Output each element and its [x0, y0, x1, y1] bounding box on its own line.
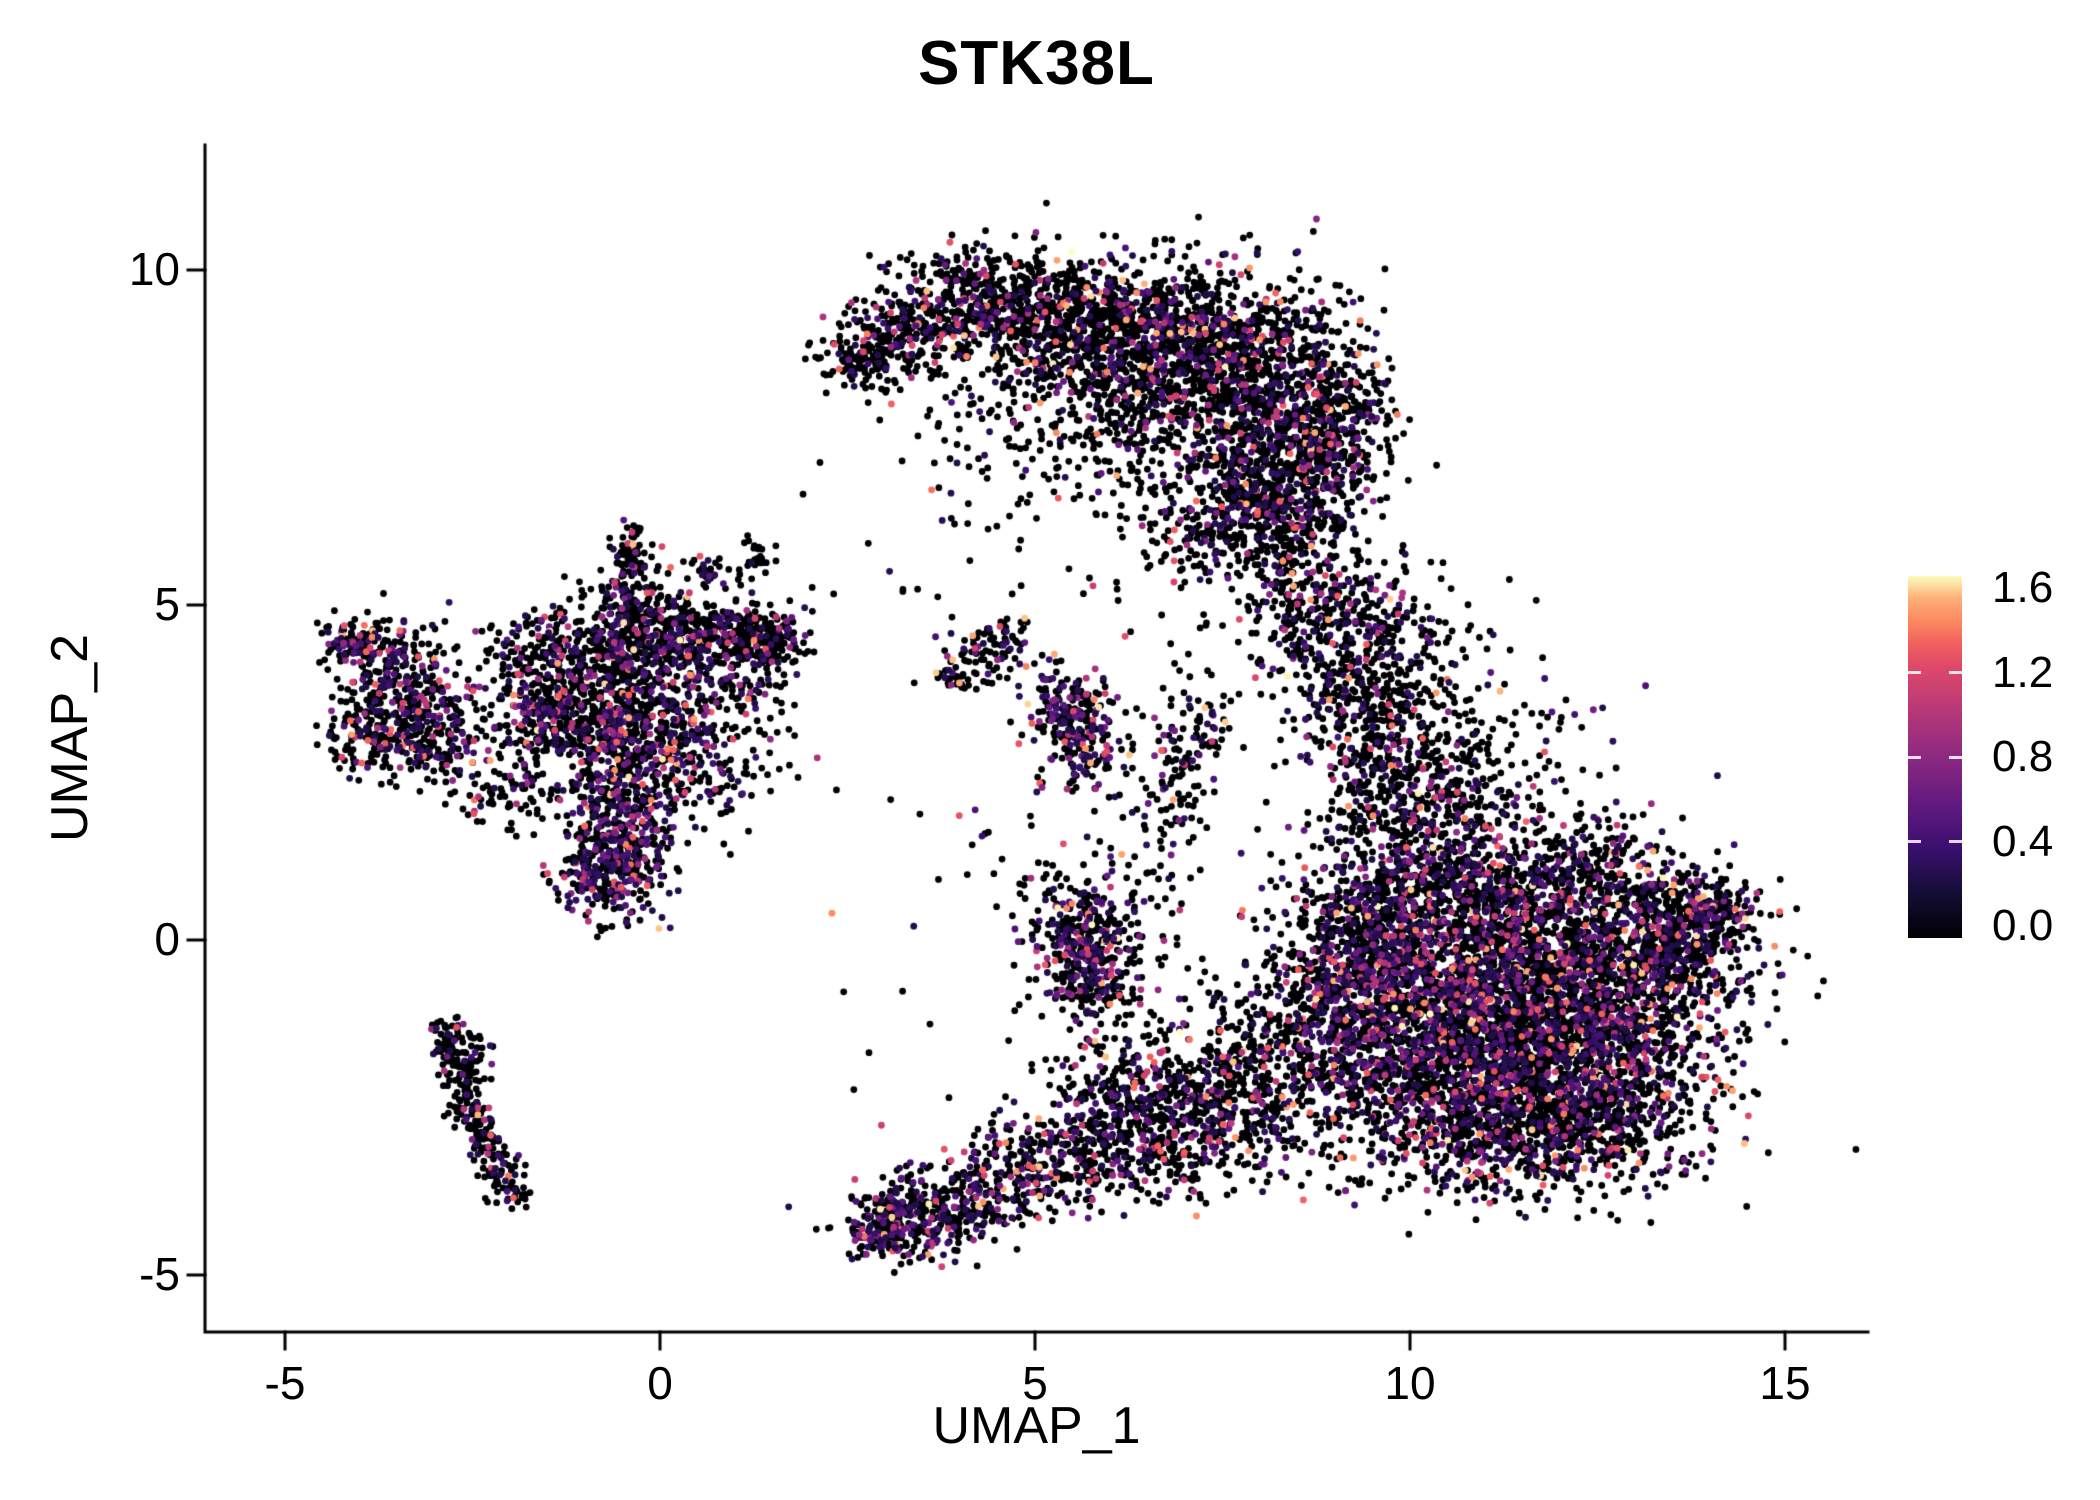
colorbar-tick-mark [1949, 671, 1962, 674]
y-tick-label: 5 [154, 578, 180, 630]
colorbar-legend [1908, 576, 1962, 938]
colorbar-tick-mark [1908, 755, 1921, 759]
x-tick-label: -5 [264, 1357, 306, 1409]
colorbar-tick-label: 1.2 [1992, 647, 2054, 697]
colorbar-tick-label: 0.0 [1992, 901, 2054, 950]
colorbar-tick-mark [1949, 840, 1962, 843]
colorbar-tick-mark [1908, 671, 1921, 674]
y-tick-label: 10 [128, 243, 180, 295]
x-tick-label: 0 [647, 1357, 673, 1409]
x-axis-label: UMAP_1 [932, 1397, 1141, 1455]
x-tick-label: 5 [1022, 1357, 1048, 1409]
colorbar-tick-label: 0.4 [1992, 816, 2054, 866]
colorbar-tick-mark [1908, 840, 1921, 843]
colorbar-tick-label: 1.6 [1992, 563, 2054, 612]
colorbar-tick-label: 0.8 [1992, 732, 2054, 781]
x-tick-label: 15 [1759, 1357, 1811, 1409]
x-tick-label: 10 [1384, 1357, 1436, 1409]
y-tick-label: -5 [139, 1248, 180, 1300]
colorbar-tick-mark [1949, 755, 1962, 759]
y-tick-label: 0 [154, 913, 180, 965]
